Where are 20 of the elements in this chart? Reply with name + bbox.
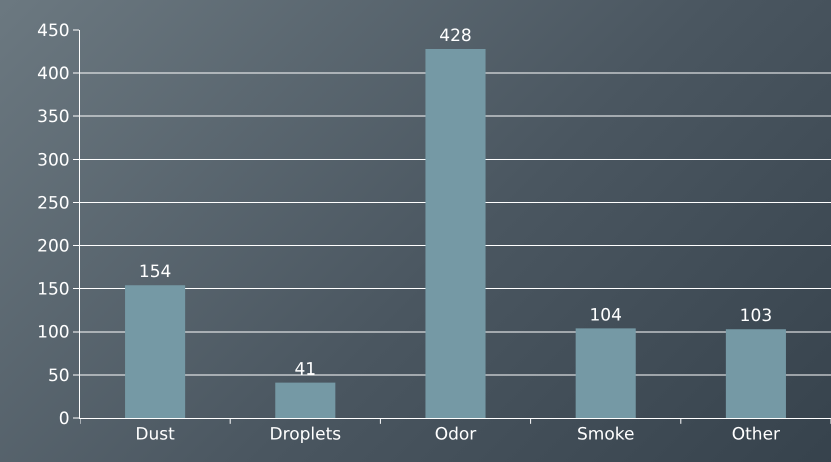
x-tick-label: Droplets <box>269 424 342 444</box>
y-tick-label: 0 <box>58 408 70 429</box>
y-tick-label: 300 <box>37 150 70 170</box>
data-label: 154 <box>138 262 172 282</box>
y-tick-label: 50 <box>48 366 70 386</box>
x-tick-label: Smoke <box>576 424 634 444</box>
x-tick-label: Odor <box>434 424 476 444</box>
y-tick-label: 150 <box>37 280 70 300</box>
data-label: 428 <box>439 26 472 46</box>
y-tick-label: 350 <box>37 107 70 128</box>
y-tick-label: 450 <box>37 20 70 41</box>
x-tick-label: Dust <box>135 424 176 444</box>
y-tick-label: 100 <box>37 322 70 343</box>
y-tick-label: 400 <box>37 64 70 84</box>
x-tick-label: Other <box>732 424 780 444</box>
data-label: 41 <box>294 360 316 380</box>
data-label: 104 <box>589 305 622 326</box>
y-tick-label: 250 <box>37 193 70 214</box>
y-tick-label: 200 <box>37 236 70 257</box>
data-label: 103 <box>740 306 772 326</box>
